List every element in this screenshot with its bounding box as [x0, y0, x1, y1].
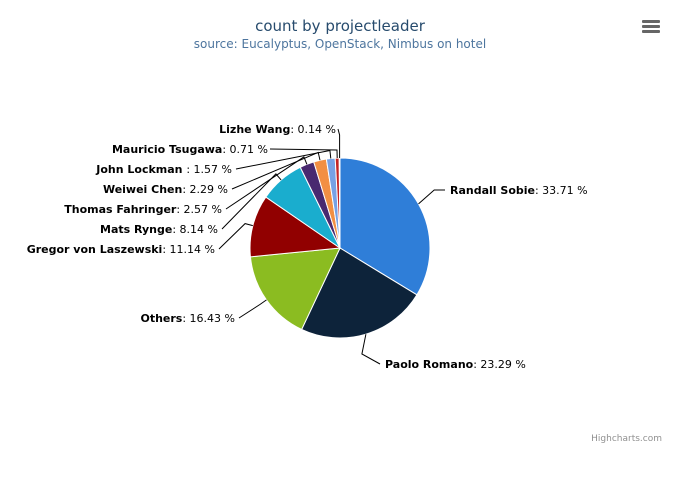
data-labels: Randall Sobie: 33.71 % Paolo Romano: 23.2… [27, 123, 588, 371]
data-label: Paolo Romano: 23.29 % [385, 358, 526, 371]
chart-title: count by projectleader [255, 17, 425, 35]
connector-line [418, 189, 445, 205]
data-label: Randall Sobie: 33.71 % [450, 184, 588, 197]
data-label: Lizhe Wang: 0.14 % [219, 123, 336, 136]
connector-line [225, 156, 308, 210]
connector-line [337, 128, 341, 158]
pie-slice[interactable] [300, 247, 418, 339]
pie-slices [249, 157, 431, 339]
menu-line-icon [642, 30, 660, 33]
menu-line-icon [642, 20, 660, 23]
data-label: Weiwei Chen: 2.29 % [103, 183, 228, 196]
pie-slice[interactable] [339, 157, 431, 296]
connector-line [218, 223, 253, 250]
connector-line [238, 299, 267, 319]
connector-line [221, 173, 282, 230]
menu-line-icon [642, 25, 660, 28]
data-label: John Lockman : 1.57 % [95, 163, 232, 176]
credits-link[interactable]: Highcharts.com [591, 434, 662, 444]
connector-line [269, 148, 338, 159]
data-label: Mats Rynge: 8.14 % [100, 223, 218, 236]
chart-subtitle: source: Eucalyptus, OpenStack, Nimbus on… [193, 37, 487, 51]
data-label: Others: 16.43 % [140, 312, 235, 325]
data-label: Mauricio Tsugawa: 0.71 % [112, 143, 268, 156]
connector-line [361, 334, 381, 365]
hamburger-menu-icon[interactable] [640, 20, 662, 38]
connector-line [235, 149, 332, 170]
data-label: Thomas Fahringer: 2.57 % [64, 203, 222, 216]
data-label: Gregor von Laszewski: 11.14 % [27, 243, 215, 256]
